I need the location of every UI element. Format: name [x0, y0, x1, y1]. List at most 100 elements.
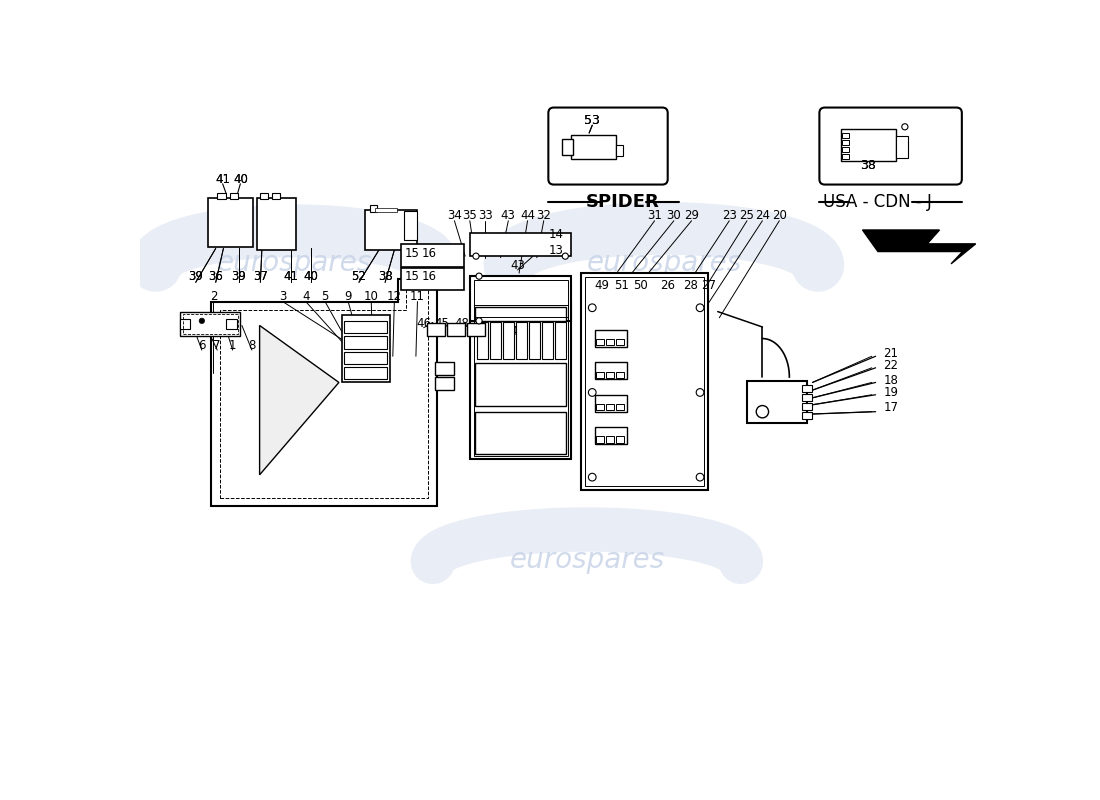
- Text: 37: 37: [253, 270, 267, 283]
- Circle shape: [476, 318, 482, 324]
- Bar: [404, 210, 418, 240]
- Bar: [230, 193, 238, 199]
- Text: 17: 17: [883, 402, 899, 414]
- Text: 23: 23: [722, 209, 737, 222]
- Text: SPIDER: SPIDER: [586, 194, 660, 211]
- Text: 44: 44: [520, 209, 535, 222]
- Bar: [606, 339, 614, 346]
- Bar: [466, 323, 485, 336]
- Bar: [529, 322, 540, 359]
- Bar: [208, 198, 253, 247]
- Bar: [344, 321, 387, 333]
- Bar: [436, 362, 453, 374]
- Text: 31: 31: [647, 209, 662, 222]
- Text: 16: 16: [421, 247, 437, 260]
- Text: 53: 53: [584, 114, 601, 127]
- Text: 9: 9: [344, 290, 352, 302]
- Text: 19: 19: [883, 386, 899, 399]
- Bar: [344, 352, 387, 364]
- Text: 38: 38: [860, 158, 876, 172]
- Bar: [616, 339, 624, 346]
- Text: 3: 3: [279, 290, 286, 302]
- Text: 41: 41: [284, 270, 299, 283]
- Bar: [260, 193, 268, 199]
- Text: 39: 39: [188, 270, 204, 283]
- Text: 39: 39: [231, 270, 246, 283]
- Circle shape: [588, 474, 596, 481]
- Bar: [843, 133, 849, 138]
- Text: 18: 18: [883, 374, 899, 387]
- Text: 38: 38: [860, 158, 876, 172]
- Bar: [436, 377, 453, 390]
- Text: 46: 46: [416, 317, 431, 330]
- Text: 40: 40: [304, 270, 319, 283]
- Bar: [475, 307, 566, 321]
- Text: 51: 51: [614, 279, 629, 292]
- Bar: [594, 427, 627, 444]
- Text: 40: 40: [304, 270, 319, 283]
- Bar: [803, 385, 813, 392]
- Text: 16: 16: [421, 270, 437, 283]
- Text: 26: 26: [660, 279, 675, 292]
- Bar: [427, 323, 446, 336]
- Circle shape: [696, 304, 704, 312]
- Text: 13: 13: [549, 243, 563, 257]
- Bar: [803, 413, 813, 419]
- Bar: [843, 154, 849, 159]
- Bar: [803, 403, 813, 410]
- Bar: [572, 134, 616, 159]
- Text: 52: 52: [352, 270, 366, 283]
- Bar: [257, 198, 296, 250]
- Bar: [474, 306, 568, 455]
- Bar: [584, 277, 704, 486]
- Text: 29: 29: [684, 209, 700, 222]
- Bar: [581, 273, 707, 490]
- Text: 15: 15: [405, 270, 419, 283]
- Text: eurospares: eurospares: [586, 249, 741, 277]
- Text: 2: 2: [210, 290, 217, 302]
- Bar: [803, 394, 813, 401]
- Text: 7: 7: [213, 339, 221, 352]
- Text: 4: 4: [302, 290, 309, 302]
- Text: 10: 10: [364, 290, 378, 302]
- Circle shape: [199, 318, 205, 323]
- Text: 32: 32: [537, 209, 551, 222]
- Text: 52: 52: [352, 270, 366, 283]
- Bar: [842, 129, 896, 162]
- Text: 45: 45: [434, 317, 450, 330]
- Circle shape: [757, 406, 769, 418]
- Text: 40: 40: [233, 173, 248, 186]
- Bar: [476, 322, 487, 359]
- Bar: [562, 139, 573, 154]
- Polygon shape: [862, 230, 976, 264]
- Circle shape: [696, 389, 704, 396]
- Text: 50: 50: [634, 279, 648, 292]
- Bar: [183, 314, 238, 334]
- Circle shape: [696, 474, 704, 481]
- Bar: [542, 322, 553, 359]
- Bar: [594, 362, 627, 379]
- Bar: [365, 210, 418, 250]
- Text: 48: 48: [454, 317, 470, 330]
- Text: USA - CDN - J: USA - CDN - J: [824, 194, 933, 211]
- Text: 41: 41: [216, 173, 230, 186]
- Text: 5: 5: [321, 290, 329, 302]
- Bar: [447, 323, 465, 336]
- Bar: [843, 147, 849, 152]
- Bar: [616, 146, 623, 156]
- Bar: [470, 233, 572, 256]
- Circle shape: [473, 253, 480, 259]
- Text: eurospares: eurospares: [217, 249, 372, 277]
- Text: 53: 53: [584, 114, 601, 127]
- Bar: [218, 193, 226, 199]
- Text: 34: 34: [447, 209, 462, 222]
- Text: 1: 1: [229, 339, 236, 352]
- Bar: [227, 318, 236, 329]
- Bar: [344, 336, 387, 349]
- Text: 38: 38: [377, 270, 393, 283]
- Text: 21: 21: [883, 347, 899, 361]
- Text: 40: 40: [233, 173, 248, 186]
- Circle shape: [588, 304, 596, 312]
- Bar: [616, 436, 624, 442]
- Text: 30: 30: [667, 209, 681, 222]
